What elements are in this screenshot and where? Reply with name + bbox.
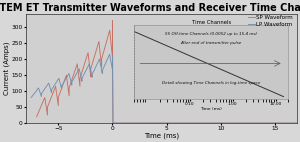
SP Waveform: [89, 76, 93, 78]
SP Waveform: [100, 58, 103, 60]
LP Waveform: [60, 85, 64, 87]
LP Waveform: [111, 122, 115, 124]
SP Waveform: [75, 63, 79, 65]
SP Waveform: [108, 29, 112, 31]
LP Waveform: [60, 88, 64, 90]
Title: VTEM ET Transmitter Waveforms and Receiver Time Channels: VTEM ET Transmitter Waveforms and Receiv…: [0, 3, 300, 13]
SP Waveform: [54, 85, 57, 87]
LP Waveform: [90, 77, 94, 78]
LP Waveform: [40, 96, 43, 97]
SP Waveform: [78, 77, 82, 79]
Line: LP Waveform: LP Waveform: [31, 54, 296, 123]
SP Waveform: [67, 95, 71, 97]
LP Waveform: [111, 69, 114, 71]
Line: SP Waveform: SP Waveform: [37, 21, 296, 123]
SP Waveform: [67, 87, 71, 89]
LP Waveform: [100, 73, 104, 74]
LP Waveform: [40, 93, 43, 95]
SP Waveform: [97, 41, 101, 42]
SP Waveform: [111, 57, 114, 58]
SP Waveform: [295, 122, 298, 124]
SP Waveform: [46, 114, 49, 116]
LP Waveform: [57, 77, 61, 79]
LP Waveform: [88, 63, 91, 65]
LP Waveform: [70, 81, 74, 83]
LP Waveform: [111, 55, 114, 57]
LP Waveform: [50, 89, 53, 91]
SP Waveform: [111, 122, 115, 124]
SP Waveform: [86, 52, 90, 54]
Legend: SP Waveform, LP Waveform: SP Waveform, LP Waveform: [248, 15, 294, 27]
Y-axis label: Current (Amps): Current (Amps): [4, 42, 10, 95]
LP Waveform: [47, 82, 50, 84]
LP Waveform: [295, 122, 298, 124]
SP Waveform: [56, 105, 60, 106]
LP Waveform: [80, 80, 84, 82]
SP Waveform: [100, 66, 103, 68]
SP Waveform: [89, 68, 93, 70]
LP Waveform: [50, 92, 53, 94]
LP Waveform: [77, 68, 81, 70]
SP Waveform: [78, 85, 82, 87]
SP Waveform: [43, 97, 46, 98]
SP Waveform: [64, 74, 68, 76]
LP Waveform: [29, 97, 33, 98]
SP Waveform: [111, 20, 114, 21]
LP Waveform: [100, 70, 104, 71]
SP Waveform: [35, 116, 38, 118]
LP Waveform: [90, 74, 94, 75]
LP Waveform: [98, 58, 101, 60]
LP Waveform: [80, 77, 84, 79]
X-axis label: Time (ms): Time (ms): [144, 132, 179, 139]
LP Waveform: [108, 53, 111, 55]
LP Waveform: [70, 84, 74, 86]
LP Waveform: [67, 73, 71, 74]
SP Waveform: [56, 97, 60, 98]
SP Waveform: [46, 106, 49, 108]
LP Waveform: [37, 87, 40, 89]
